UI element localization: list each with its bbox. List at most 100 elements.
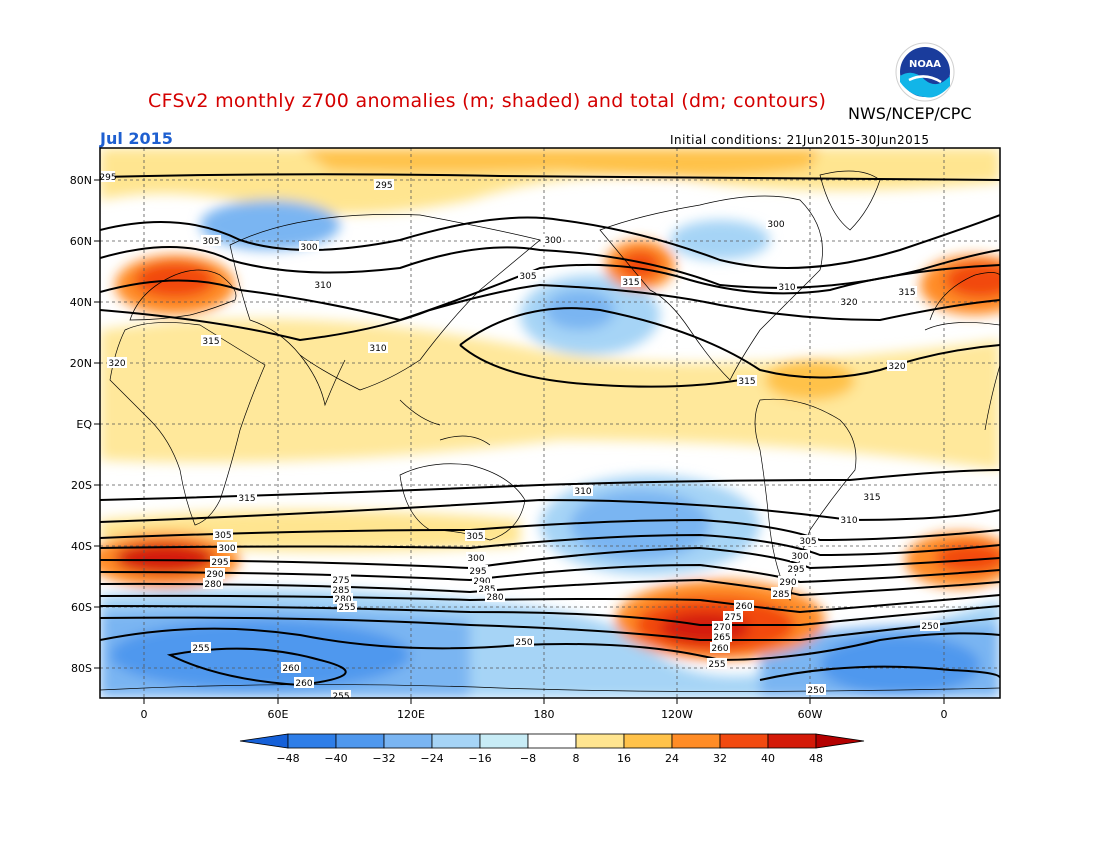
svg-text:300: 300 (300, 243, 317, 253)
contour-label: 295 (786, 563, 806, 575)
svg-text:295: 295 (787, 565, 804, 575)
colorbar-label: −8 (520, 752, 536, 765)
svg-text:320: 320 (840, 298, 857, 308)
lon-label: 180 (534, 708, 555, 721)
contour-label: 255 (331, 690, 351, 702)
colorbar-segment (576, 734, 624, 748)
lon-label: 120W (661, 708, 693, 721)
colorbar-segment (336, 734, 384, 748)
svg-text:285: 285 (772, 590, 789, 600)
latitude-labels: 80N 60N 40N 20N EQ 20S 40S 60S 80S (70, 174, 93, 675)
contour-label: 260 (710, 642, 730, 654)
lon-label: 60W (798, 708, 823, 721)
contour-label: 310 (368, 342, 388, 354)
lat-label: 40N (70, 296, 92, 309)
colorbar-label: 8 (573, 752, 580, 765)
longitude-labels: 0 60E 120E 180 120W 60W 0 (141, 708, 948, 721)
colorbar-label: −40 (324, 752, 347, 765)
svg-text:310: 310 (574, 487, 591, 497)
contour-label: 255 (191, 642, 211, 654)
contour-label: 315 (237, 492, 257, 504)
colorbar-segment (384, 734, 432, 748)
contour-label: 310 (777, 281, 797, 293)
svg-text:300: 300 (544, 236, 561, 246)
contour-label: 280 (485, 591, 505, 603)
svg-text:315: 315 (738, 377, 755, 387)
svg-text:315: 315 (202, 337, 219, 347)
svg-text:310: 310 (778, 283, 795, 293)
svg-text:315: 315 (863, 493, 880, 503)
svg-text:315: 315 (898, 288, 915, 298)
contour-label: 295 (374, 179, 394, 191)
contour-label: 250 (806, 684, 826, 696)
svg-text:315: 315 (622, 278, 639, 288)
contour-label: 320 (839, 296, 859, 308)
contour-label: 300 (766, 218, 786, 230)
contour-label: 305 (465, 530, 485, 542)
anomaly-shading: 295 305 300 295 300 310 305 315 315 310 … (90, 148, 1030, 702)
contour-label: 250 (920, 620, 940, 632)
contour-label: 315 (201, 335, 221, 347)
svg-text:300: 300 (218, 544, 235, 554)
svg-text:255: 255 (192, 644, 209, 654)
svg-text:300: 300 (467, 554, 484, 564)
svg-text:305: 305 (799, 537, 816, 547)
lon-label: 0 (141, 708, 148, 721)
lat-label: 60N (70, 235, 92, 248)
lon-label: 0 (941, 708, 948, 721)
contour-label: 310 (839, 514, 859, 526)
lon-label: 60E (268, 708, 289, 721)
colorbar-min-arrow (240, 734, 288, 748)
svg-text:250: 250 (921, 622, 938, 632)
lat-label: 40S (71, 540, 92, 553)
contour-label: 260 (281, 662, 301, 674)
svg-text:305: 305 (466, 532, 483, 542)
svg-text:280: 280 (486, 593, 503, 603)
colorbar-label: −32 (372, 752, 395, 765)
colorbar-max-arrow (816, 734, 864, 748)
contour-label: 320 (887, 360, 907, 372)
svg-text:305: 305 (519, 272, 536, 282)
svg-text:305: 305 (202, 237, 219, 247)
svg-text:290: 290 (779, 578, 796, 588)
svg-text:260: 260 (711, 644, 728, 654)
svg-text:310: 310 (314, 281, 331, 291)
svg-text:295: 295 (99, 173, 116, 183)
contour-label: 310 (573, 485, 593, 497)
contour-label: 290 (778, 576, 798, 588)
contour-label: 300 (299, 241, 319, 253)
svg-text:295: 295 (211, 558, 228, 568)
contour-label: 285 (771, 588, 791, 600)
svg-text:250: 250 (807, 686, 824, 696)
svg-text:300: 300 (791, 552, 808, 562)
contour-label: 265 (712, 631, 732, 643)
colorbar-label: 40 (761, 752, 775, 765)
colorbar-segment (432, 734, 480, 748)
colorbar-segment (528, 734, 576, 748)
lat-label: 60S (71, 601, 92, 614)
contour-label: 305 (518, 270, 538, 282)
contour-label: 255 (707, 658, 727, 670)
contour-label: 305 (213, 529, 233, 541)
colorbar-segment (624, 734, 672, 748)
contour-label: 320 (107, 357, 127, 369)
colorbar-segment (672, 734, 720, 748)
colorbar: −48 −40 −32 −24 −16 −8 8 16 24 32 40 48 (240, 734, 864, 765)
svg-text:265: 265 (713, 633, 730, 643)
svg-text:255: 255 (708, 660, 725, 670)
contour-label: 295 (99, 171, 116, 183)
svg-text:320: 320 (888, 362, 905, 372)
colorbar-label: −16 (468, 752, 491, 765)
lat-label: EQ (76, 418, 92, 431)
colorbar-segment (720, 734, 768, 748)
colorbar-segment (288, 734, 336, 748)
contour-label: 315 (862, 491, 882, 503)
lat-label: 80N (70, 174, 92, 187)
svg-text:295: 295 (375, 181, 392, 191)
colorbar-label: 32 (713, 752, 727, 765)
colorbar-label: −24 (420, 752, 443, 765)
colorbar-label: 48 (809, 752, 823, 765)
contour-label: 310 (313, 279, 333, 291)
colorbar-segment (768, 734, 816, 748)
